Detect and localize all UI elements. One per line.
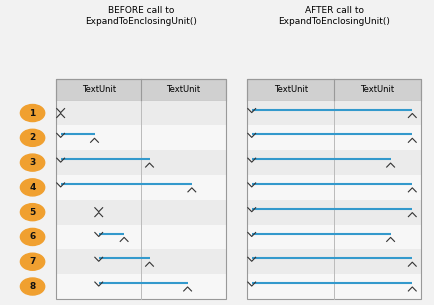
Text: BEFORE call to
ExpandToEnclosingUnit(): BEFORE call to ExpandToEnclosingUnit() — [85, 6, 197, 26]
Bar — [247, 175, 421, 200]
Text: 4: 4 — [30, 183, 36, 192]
Bar — [56, 101, 226, 125]
Text: TextUnit: TextUnit — [82, 85, 116, 95]
Bar — [56, 175, 226, 200]
Circle shape — [20, 253, 45, 270]
Bar — [247, 150, 421, 175]
Bar — [247, 125, 421, 150]
Circle shape — [20, 105, 45, 122]
Text: TextUnit: TextUnit — [361, 85, 395, 95]
Circle shape — [20, 228, 45, 246]
Text: AFTER call to
ExpandToEnclosingUnit(): AFTER call to ExpandToEnclosingUnit() — [278, 6, 390, 26]
Bar — [247, 224, 421, 249]
Text: 8: 8 — [30, 282, 36, 291]
Bar — [56, 125, 226, 150]
Text: 7: 7 — [30, 257, 36, 266]
Bar — [56, 150, 226, 175]
Bar — [56, 249, 226, 274]
Bar — [247, 101, 421, 125]
Text: TextUnit: TextUnit — [274, 85, 308, 95]
Circle shape — [20, 129, 45, 146]
Text: 5: 5 — [30, 208, 36, 217]
Circle shape — [20, 179, 45, 196]
FancyBboxPatch shape — [56, 79, 226, 101]
Bar — [56, 274, 226, 299]
FancyBboxPatch shape — [247, 79, 421, 101]
Bar — [247, 200, 421, 224]
Circle shape — [20, 204, 45, 221]
Bar — [247, 249, 421, 274]
Text: 6: 6 — [30, 232, 36, 242]
Text: 1: 1 — [30, 109, 36, 117]
Bar — [56, 224, 226, 249]
Bar — [247, 274, 421, 299]
Text: 3: 3 — [30, 158, 36, 167]
Circle shape — [20, 154, 45, 171]
Bar — [56, 200, 226, 224]
Text: TextUnit: TextUnit — [166, 85, 201, 95]
Circle shape — [20, 278, 45, 295]
Text: 2: 2 — [30, 133, 36, 142]
